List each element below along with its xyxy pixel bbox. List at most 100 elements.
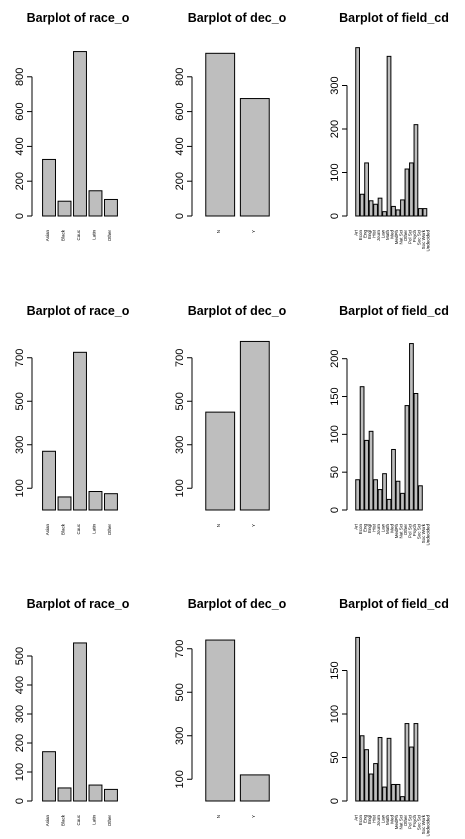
chart-1: Barplot of race_o Asian Black Cauc Latin Othe… bbox=[14, 11, 130, 241]
y-tick-label: 150 bbox=[329, 661, 341, 679]
bar-journ bbox=[377, 736, 383, 802]
y-tick-label: 0 bbox=[14, 213, 26, 219]
y-tick-label: 200 bbox=[329, 350, 341, 368]
bar-journ bbox=[377, 489, 383, 511]
chart-7: Barplot of race_o Asian Black Cauc Latin Othe… bbox=[14, 597, 130, 826]
bar-art bbox=[355, 47, 360, 217]
category-label: Other bbox=[403, 230, 408, 242]
y-tick-label: 0 bbox=[329, 507, 341, 513]
bar-soc-work bbox=[422, 208, 428, 217]
y-tick-label: 500 bbox=[174, 392, 186, 410]
bar-psych bbox=[413, 723, 419, 802]
category-label: N bbox=[216, 230, 221, 233]
bar-y bbox=[239, 340, 270, 511]
bar-med bbox=[391, 448, 396, 511]
category-label: Pol Sci bbox=[407, 815, 412, 829]
category-label: Soc Sci bbox=[416, 524, 421, 539]
category-label: Undecided bbox=[425, 230, 430, 252]
y-tick-label: 500 bbox=[174, 683, 186, 701]
category-label: Cauc bbox=[76, 229, 81, 240]
bar-cauc bbox=[73, 51, 87, 217]
bar-other bbox=[104, 788, 118, 802]
chart-2: Barplot of dec_o N Y 0 200 400 600 800 bbox=[174, 11, 287, 233]
category-label: Soc Work bbox=[421, 523, 426, 543]
y-tick-label: 50 bbox=[329, 751, 341, 763]
y-tick-label: 500 bbox=[14, 647, 26, 665]
bar-other bbox=[104, 493, 118, 511]
y-tick-label: 300 bbox=[14, 436, 26, 454]
chart-3: Barplot of field_cd Art Econ Eng Engl Hist Jou… bbox=[329, 11, 449, 252]
bar-art bbox=[355, 636, 360, 802]
chart-title: Barplot of field_cd bbox=[339, 597, 449, 611]
category-label: Econ bbox=[358, 524, 363, 535]
y-tick-label: 600 bbox=[174, 102, 186, 120]
category-label: MedPh bbox=[394, 815, 399, 830]
bar-pol-sci bbox=[409, 746, 414, 802]
bar-eng bbox=[364, 162, 369, 217]
category-label: Med bbox=[390, 230, 395, 239]
category-label: Hist bbox=[372, 814, 377, 822]
category-label: Eng bbox=[363, 230, 368, 239]
category-label: Math bbox=[385, 524, 390, 535]
category-label: Art bbox=[354, 814, 359, 821]
category-label: N bbox=[216, 815, 221, 818]
bar-latin bbox=[88, 491, 103, 511]
category-label: Journ bbox=[376, 230, 381, 242]
category-label: Asian bbox=[45, 230, 50, 242]
category-label: Undecided bbox=[425, 524, 430, 546]
category-label: Other bbox=[107, 524, 112, 536]
y-tick-label: 0 bbox=[329, 798, 341, 804]
bar-black bbox=[57, 496, 72, 511]
category-label: Psych bbox=[412, 815, 417, 828]
y-tick-label: 700 bbox=[174, 349, 186, 367]
category-label: Y bbox=[251, 524, 256, 527]
bar-other bbox=[404, 405, 410, 511]
category-label: Asian bbox=[45, 524, 50, 536]
bar-eng bbox=[364, 749, 369, 802]
chart-title: Barplot of field_cd bbox=[339, 304, 449, 318]
bar-hist bbox=[373, 479, 378, 511]
bar-n bbox=[205, 411, 236, 511]
category-label: Cauc bbox=[76, 814, 81, 825]
category-label: MedPh bbox=[394, 230, 399, 245]
category-label: Hist bbox=[372, 229, 377, 237]
y-tick-label: 800 bbox=[174, 68, 186, 86]
bar-soc-sci bbox=[418, 485, 423, 511]
bar-hist bbox=[373, 203, 378, 217]
category-label: Law bbox=[381, 814, 386, 823]
bar-latin bbox=[88, 784, 103, 802]
bar-psych bbox=[413, 392, 419, 511]
bar-nat-sci bbox=[400, 199, 405, 217]
bar-pol-sci bbox=[409, 162, 414, 217]
bar-n bbox=[205, 52, 236, 217]
category-label: Journ bbox=[376, 524, 381, 536]
category-label: Cauc bbox=[76, 523, 81, 534]
bar-med bbox=[391, 783, 396, 802]
chart-8: Barplot of dec_o N Y 100 300 500 700 bbox=[174, 597, 287, 818]
y-tick-label: 300 bbox=[174, 727, 186, 745]
bar-y bbox=[239, 98, 270, 217]
category-label: Pol Sci bbox=[407, 524, 412, 538]
y-tick-label: 400 bbox=[14, 137, 26, 155]
category-label: Black bbox=[61, 229, 66, 241]
bar-med bbox=[391, 205, 396, 217]
category-label: Asian bbox=[45, 815, 50, 827]
y-tick-label: 100 bbox=[329, 705, 341, 723]
bar-law bbox=[382, 211, 387, 217]
category-label: Math bbox=[385, 815, 390, 826]
category-label: Soc Sci bbox=[416, 230, 421, 245]
category-label: Other bbox=[107, 815, 112, 827]
category-label: Soc Sci bbox=[416, 815, 421, 830]
category-label: N bbox=[216, 524, 221, 527]
category-label: Art bbox=[354, 523, 359, 530]
bar-asian bbox=[42, 751, 56, 802]
chart-4: Barplot of race_o Asian Black Cauc Latin Othe… bbox=[14, 304, 130, 535]
bar-econ bbox=[359, 193, 365, 217]
category-label: Black bbox=[61, 523, 66, 535]
y-tick-label: 100 bbox=[329, 163, 341, 181]
category-label: Undecided bbox=[425, 815, 430, 837]
category-label: Eng bbox=[363, 815, 368, 824]
category-label: Other bbox=[403, 815, 408, 827]
category-label: Latin bbox=[91, 815, 96, 825]
y-tick-label: 0 bbox=[14, 798, 26, 804]
